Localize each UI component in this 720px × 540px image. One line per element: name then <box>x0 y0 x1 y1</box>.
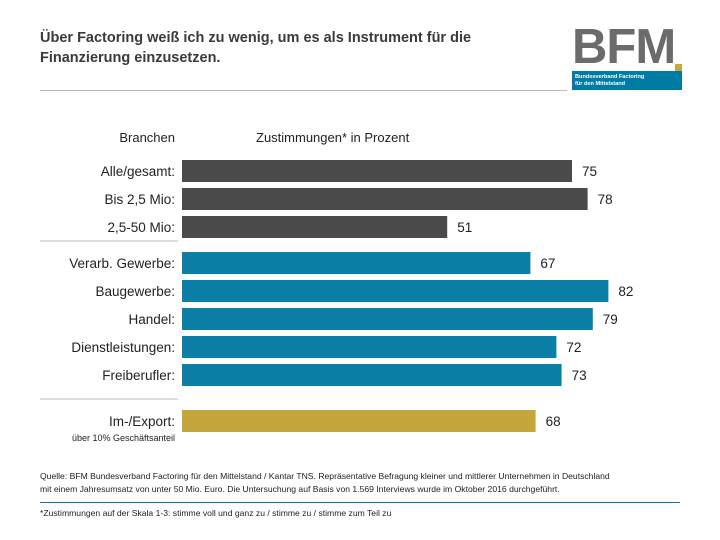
category-label-1-3: Dienstleistungen: <box>71 340 175 355</box>
value-label-0-2: 51 <box>457 220 472 235</box>
source-line-1: Quelle: BFM Bundesverband Factoring für … <box>40 471 610 481</box>
bar-1-2 <box>182 308 593 330</box>
bar-0-1 <box>182 188 588 210</box>
title-divider <box>40 90 567 91</box>
category-label-0-1: Bis 2,5 Mio: <box>104 192 175 207</box>
bar-2-0 <box>182 410 536 432</box>
category-sublabel-2-0: über 10% Geschäftsanteil <box>72 433 175 443</box>
source-line-2: mit einem Jahresumsatz von unter 50 Mio.… <box>40 484 560 494</box>
category-label-0-0: Alle/gesamt: <box>101 164 175 179</box>
category-label-1-4: Freiberufler: <box>102 368 175 383</box>
footnote: *Zustimmungen auf der Skala 1-3: stimme … <box>40 508 392 518</box>
logo-band: Bundesverband Factoring für den Mittelst… <box>572 71 682 90</box>
chart-title: Über Factoring weiß ich zu wenig, um es … <box>40 28 540 68</box>
value-label-1-0: 67 <box>540 256 555 271</box>
source-note: Quelle: BFM Bundesverband Factoring für … <box>40 470 690 496</box>
bar-1-0 <box>182 252 531 274</box>
category-label-2-0: Im-/Export: <box>109 414 175 429</box>
bar-1-4 <box>182 364 562 386</box>
value-header: Zustimmungen* in Prozent <box>256 130 410 145</box>
title-line-2: Finanzierung einzusetzen. <box>40 50 221 66</box>
value-label-0-1: 78 <box>598 192 613 207</box>
value-label-1-2: 79 <box>603 312 618 327</box>
bar-1-1 <box>182 280 609 302</box>
bar-0-2 <box>182 216 448 238</box>
bar-1-3 <box>182 336 557 358</box>
value-label-1-1: 82 <box>618 284 633 299</box>
category-label-0-2: 2,5-50 Mio: <box>107 220 175 235</box>
category-header: Branchen <box>119 130 175 145</box>
logo-line-1: Bundesverband Factoring <box>575 74 645 80</box>
bfm-logo: BFM Bundesverband Factoring für den Mitt… <box>572 21 682 90</box>
value-label-2-0: 68 <box>546 414 561 429</box>
value-label-1-4: 73 <box>572 368 587 383</box>
title-line-1: Über Factoring weiß ich zu wenig, um es … <box>40 30 472 46</box>
source-divider <box>40 502 680 503</box>
bar-0-0 <box>182 160 572 182</box>
logo-letters: BFM <box>572 20 676 74</box>
category-label-1-0: Verarb. Gewerbe: <box>69 256 175 271</box>
value-label-0-0: 75 <box>582 164 597 179</box>
logo-accent-square <box>675 64 682 71</box>
value-label-1-3: 72 <box>566 340 581 355</box>
category-label-1-1: Baugewerbe: <box>95 284 175 299</box>
category-label-1-2: Handel: <box>128 312 175 327</box>
logo-line-2: für den Mittelstand <box>575 81 626 87</box>
